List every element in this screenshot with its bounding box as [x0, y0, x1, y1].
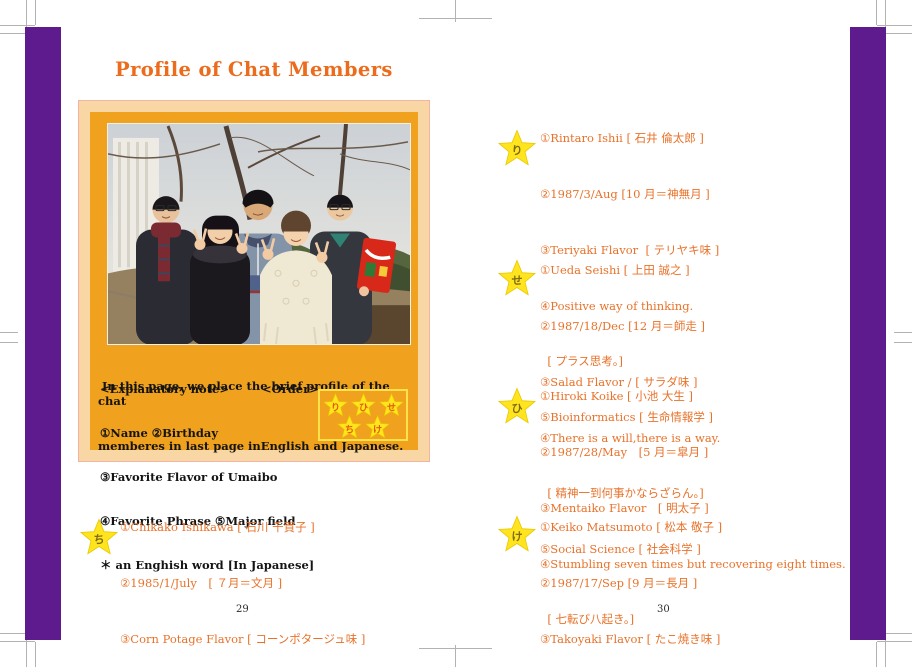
star-icon-ke: け: [364, 414, 391, 440]
page-title: Profile of Chat Members: [115, 58, 393, 81]
right-spine-bar: [850, 27, 886, 640]
profile-line: ②1985/1/July [ ７月＝文月 ]: [120, 575, 283, 590]
profile-line: ④Positive way of thinking.: [540, 298, 694, 313]
profile-line: ①Chikako Ishikawa [ 石川 千賀子 ]: [120, 520, 315, 535]
profile-chikako: ①Chikako Ishikawa [ 石川 千賀子 ] ②1985/1/Jul…: [120, 481, 460, 667]
order-heading: <Order>: [262, 382, 319, 396]
profile-hiroki: ①Hiroki Koike [ 小池 大生 ] ②1987/28/May [5 …: [540, 350, 880, 667]
profile-line: ⑤Bioinformatics [ 生命情報学 ]: [540, 410, 713, 425]
profile-line: ②1987/17/Sep [9 月＝長月 ]: [540, 575, 698, 590]
profile-line: ④There is a will,there is a way.: [540, 430, 721, 445]
profile-rintaro: ①Rintaro Ishii [ 石井 倫太郎 ] ②1987/3/Aug [1…: [540, 92, 880, 464]
profile-line: ②1987/3/Aug [10 月＝神無月 ]: [540, 186, 710, 201]
note-line: ④Favorite Phrase ⑤Major field: [100, 513, 296, 528]
profile-line: ③Mentaiko Flavor [ 明太子 ]: [540, 500, 709, 515]
page-number-left: 29: [236, 604, 249, 615]
note-line: ③Favorite Flavor of Umaibo: [100, 469, 278, 484]
star-icon-rintaro: り: [496, 128, 538, 168]
profile-seishi: ①Ueda Seishi [ 上田 誠之 ] ②1987/18/Dec [12 …: [540, 224, 880, 596]
explanatory-note-heading: <Explanatory note>: [100, 382, 229, 396]
star-icon-ri: り: [322, 392, 349, 418]
star-icon-chikako: ち: [78, 517, 120, 557]
profile-line: ①Keiko Matsumoto [ 松本 敬子 ]: [540, 520, 723, 535]
profile-line: ③Corn Potage Flavor [ コーンポタージュ味 ]: [120, 631, 366, 646]
note-line: ①Name ②Birthday: [100, 426, 219, 441]
explanatory-note-lines: ①Name ②Birthday ③Favorite Flavor of Umai…: [100, 397, 314, 601]
star-icon-keiko: け: [496, 514, 538, 554]
page-number-right: 30: [657, 604, 670, 615]
profile-intro-box-inner: In this page, we place the brief profile…: [90, 112, 418, 572]
profile-line: ②1987/18/Dec [12 月＝師走 ]: [540, 318, 705, 333]
profile-line: [ 精神一到何事かならざらん。]: [540, 486, 704, 501]
profile-line: ③Teriyaki Flavor [ テリヤキ味 ]: [540, 242, 720, 257]
star-icon-se: せ: [378, 392, 405, 418]
star-icon-hi: ひ: [350, 392, 377, 418]
profile-line: ①Ueda Seishi [ 上田 誠之 ]: [540, 263, 690, 278]
profile-line: ③Takoyaki Flavor [ たこ焼き味 ]: [540, 631, 721, 646]
star-icon-chi: ち: [336, 414, 363, 440]
note-line: ＊ an Enghish word [In Japanese]: [100, 557, 315, 572]
profile-line: ①Hiroki Koike [ 小池 大生 ]: [540, 389, 693, 404]
left-spine-bar: [25, 27, 61, 640]
star-icon-hiroki: ひ: [496, 386, 538, 426]
profile-line: ④Stumbling seven times but recovering ei…: [540, 556, 846, 571]
intro-line: memberes in last page inEnglish and Japa…: [98, 439, 404, 453]
profile-line: ①Rintaro Ishii [ 石井 倫太郎 ]: [540, 131, 704, 146]
profile-line: ⑤Social Science [ 社会科学 ]: [540, 542, 701, 557]
profile-line: ③Salad Flavor / [ サラダ味 ]: [540, 374, 698, 389]
star-icon-seishi: せ: [496, 258, 538, 298]
profile-keiko: ①Keiko Matsumoto [ 松本 敬子 ] ②1987/17/Sep …: [540, 481, 880, 667]
profile-line: [ 七転び八起き。]: [540, 612, 635, 627]
profile-intro-box: In this page, we place the brief profile…: [78, 100, 430, 572]
profile-line: ②1987/28/May [5 月＝皐月 ]: [540, 444, 709, 459]
profile-line: [ プラス思考。]: [540, 354, 623, 369]
group-photo: [107, 123, 411, 345]
order-star-diagram: り ひ せ ち け: [318, 389, 408, 441]
intro-text: In this page, we place the brief profile…: [98, 349, 410, 484]
